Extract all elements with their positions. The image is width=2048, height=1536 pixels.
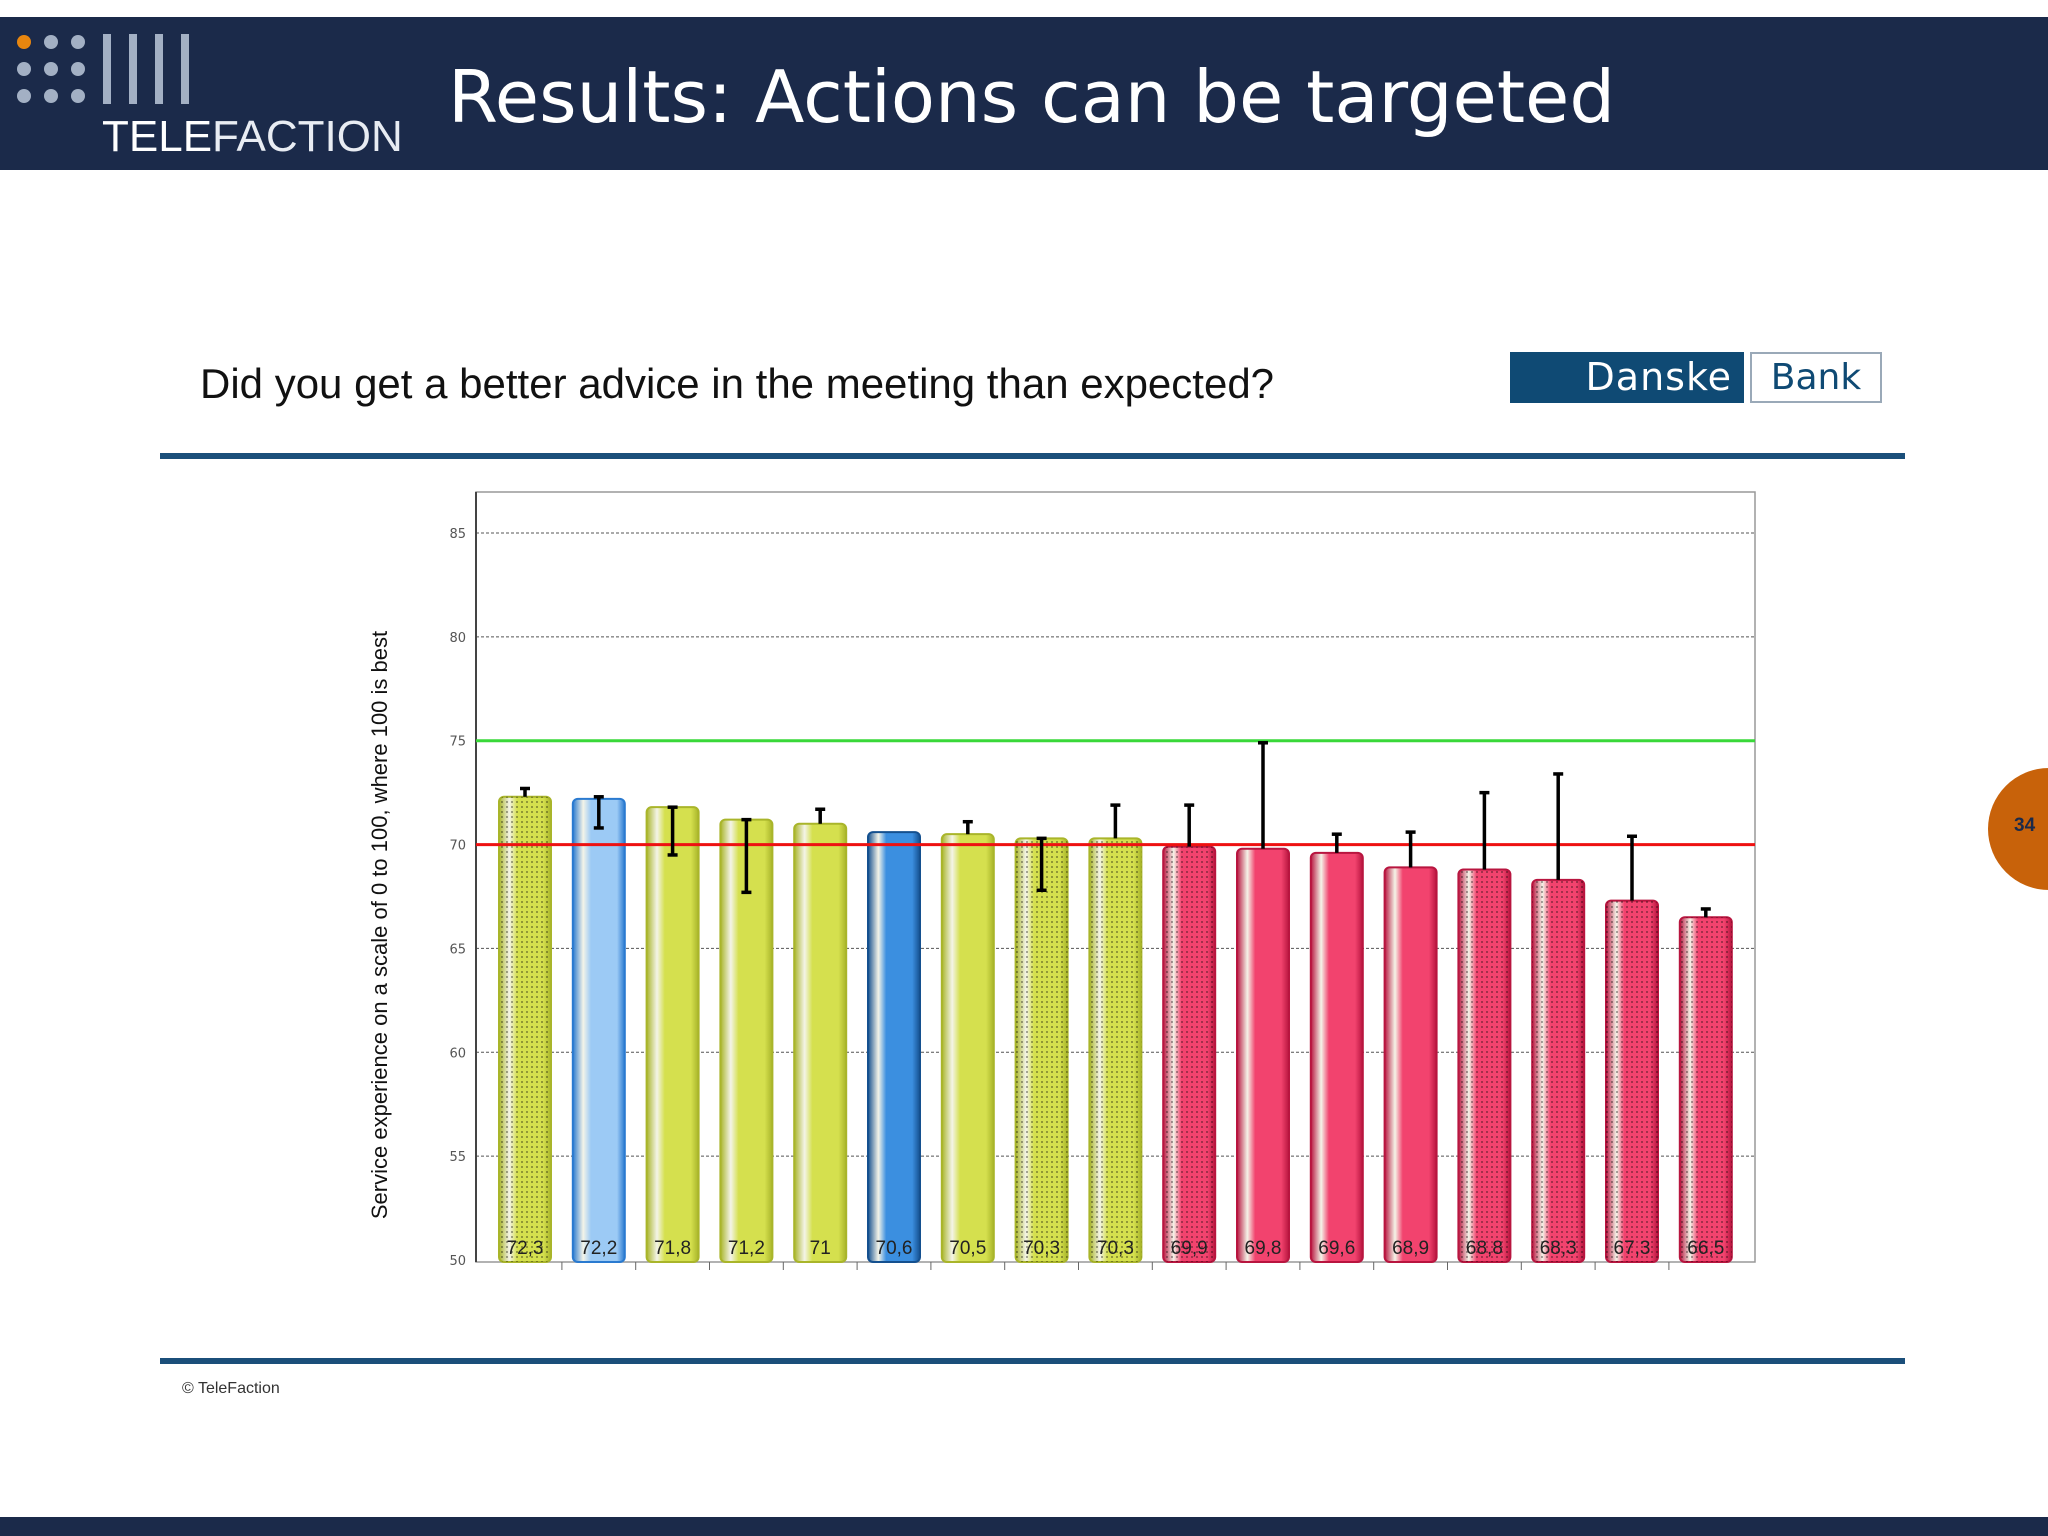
bar bbox=[867, 831, 921, 1263]
bar-pattern bbox=[1015, 838, 1068, 1262]
bar-value-label: 69,9 bbox=[1171, 1238, 1208, 1259]
bar-value-label: 68,9 bbox=[1392, 1238, 1429, 1259]
y-tick-label: 55 bbox=[449, 1150, 466, 1165]
telefaction-logo-icon bbox=[17, 34, 189, 104]
bar-pattern bbox=[1458, 869, 1511, 1262]
bar-value-label: 68,3 bbox=[1540, 1238, 1577, 1259]
y-tick-label: 60 bbox=[449, 1046, 466, 1061]
bar bbox=[645, 806, 700, 1263]
bar-value-label: 71,8 bbox=[654, 1238, 691, 1259]
bar-pattern bbox=[1163, 846, 1216, 1262]
bar-value-label: 70,5 bbox=[949, 1238, 986, 1259]
slide-header: TELEFACTION Results: Actions can be targ… bbox=[0, 17, 2048, 170]
y-tick-label: 75 bbox=[449, 735, 466, 750]
slide-title: Results: Actions can be targeted bbox=[448, 55, 1616, 139]
bar-value-label: 66,5 bbox=[1687, 1238, 1724, 1259]
bar-value-label: 72,2 bbox=[580, 1238, 617, 1259]
bar bbox=[793, 822, 848, 1263]
bar bbox=[1383, 866, 1438, 1263]
bar bbox=[571, 797, 626, 1263]
danske-bank-logo: Danske Bank bbox=[1510, 352, 1882, 403]
bar-value-label: 71 bbox=[810, 1238, 831, 1259]
telefaction-logo: TELEFACTION bbox=[102, 112, 403, 161]
bar-value-label: 70,3 bbox=[1023, 1238, 1060, 1259]
bottom-divider bbox=[160, 1358, 1905, 1364]
question-text: Did you get a better advice in the meeti… bbox=[200, 360, 1275, 407]
bar-pattern bbox=[499, 796, 551, 1262]
bar-value-label: 72,3 bbox=[507, 1238, 544, 1259]
bar-value-label: 69,8 bbox=[1245, 1238, 1282, 1259]
bar-value-label: 68,8 bbox=[1466, 1238, 1503, 1259]
bar-pattern bbox=[1532, 879, 1585, 1262]
top-divider bbox=[160, 453, 1905, 459]
bar-pattern bbox=[1679, 917, 1732, 1262]
bar bbox=[940, 833, 995, 1264]
bar-value-label: 69,6 bbox=[1318, 1238, 1355, 1259]
y-tick-label: 65 bbox=[449, 942, 466, 957]
bar-value-label: 70,3 bbox=[1097, 1238, 1134, 1259]
y-tick-label: 80 bbox=[449, 631, 466, 646]
bar-value-label: 67,3 bbox=[1614, 1238, 1651, 1259]
y-tick-label: 70 bbox=[449, 839, 466, 854]
bar-value-label: 70,6 bbox=[876, 1238, 913, 1259]
y-tick-label: 50 bbox=[449, 1254, 466, 1269]
bar-pattern bbox=[1089, 838, 1142, 1262]
copyright-footer: © TeleFaction bbox=[182, 1380, 280, 1397]
bar-pattern bbox=[1606, 900, 1658, 1262]
bar bbox=[1236, 847, 1290, 1263]
bar bbox=[1309, 851, 1364, 1263]
bottom-bar bbox=[0, 1517, 2048, 1536]
y-tick-label: 85 bbox=[449, 527, 466, 542]
bar-value-label: 71,2 bbox=[728, 1238, 765, 1259]
